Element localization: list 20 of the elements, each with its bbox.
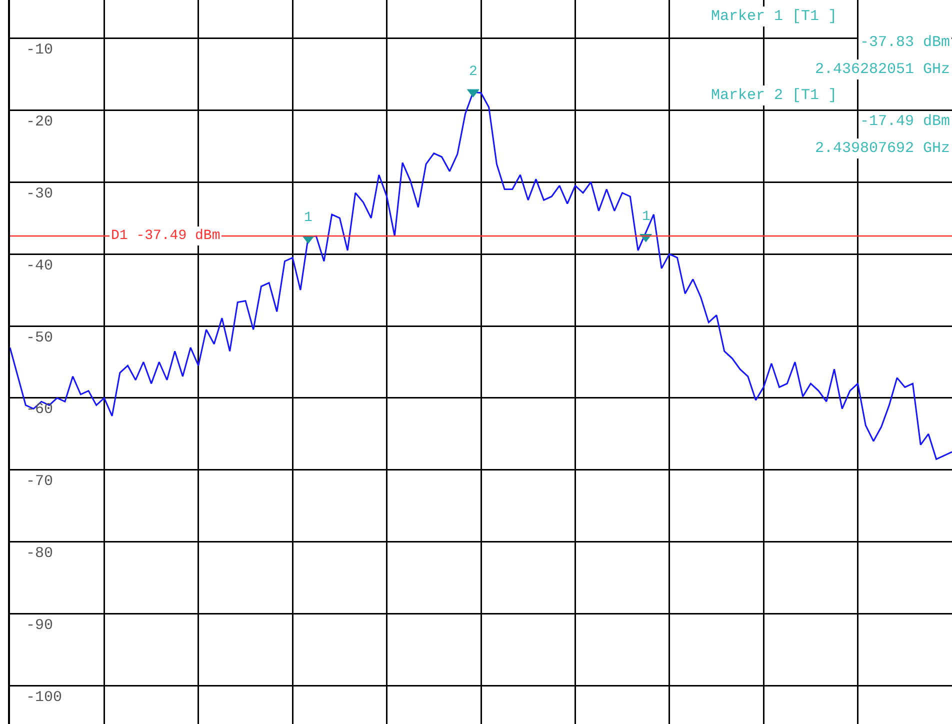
ref-line-label: D1 -37.49 dBm <box>111 228 220 244</box>
y-tick-label: -60 <box>26 401 54 418</box>
annotation: 2.436282051 GHz <box>815 61 950 78</box>
y-tick-label: -50 <box>26 329 54 346</box>
annotation: -37.83 dBm <box>860 34 950 51</box>
annotation: 2.439807692 GHz <box>815 140 950 157</box>
y-tick-label: -40 <box>26 257 54 274</box>
annotation: 1 <box>304 210 312 226</box>
annotation: Marker 2 [T1 ] <box>711 87 838 104</box>
annotation: 1 <box>642 209 650 225</box>
y-tick-label: -90 <box>26 617 54 634</box>
y-tick-label: -20 <box>26 113 54 130</box>
y-tick-label: -100 <box>26 689 62 706</box>
y-tick-label: -30 <box>26 185 54 202</box>
annotation: Marker 1 [T1 ] <box>711 8 838 25</box>
y-tick-label: -80 <box>26 545 54 562</box>
y-tick-label: -70 <box>26 473 54 490</box>
annotation: -17.49 dBm <box>860 113 950 130</box>
y-tick-label: -10 <box>26 41 54 58</box>
annotation: 2 <box>469 64 478 80</box>
